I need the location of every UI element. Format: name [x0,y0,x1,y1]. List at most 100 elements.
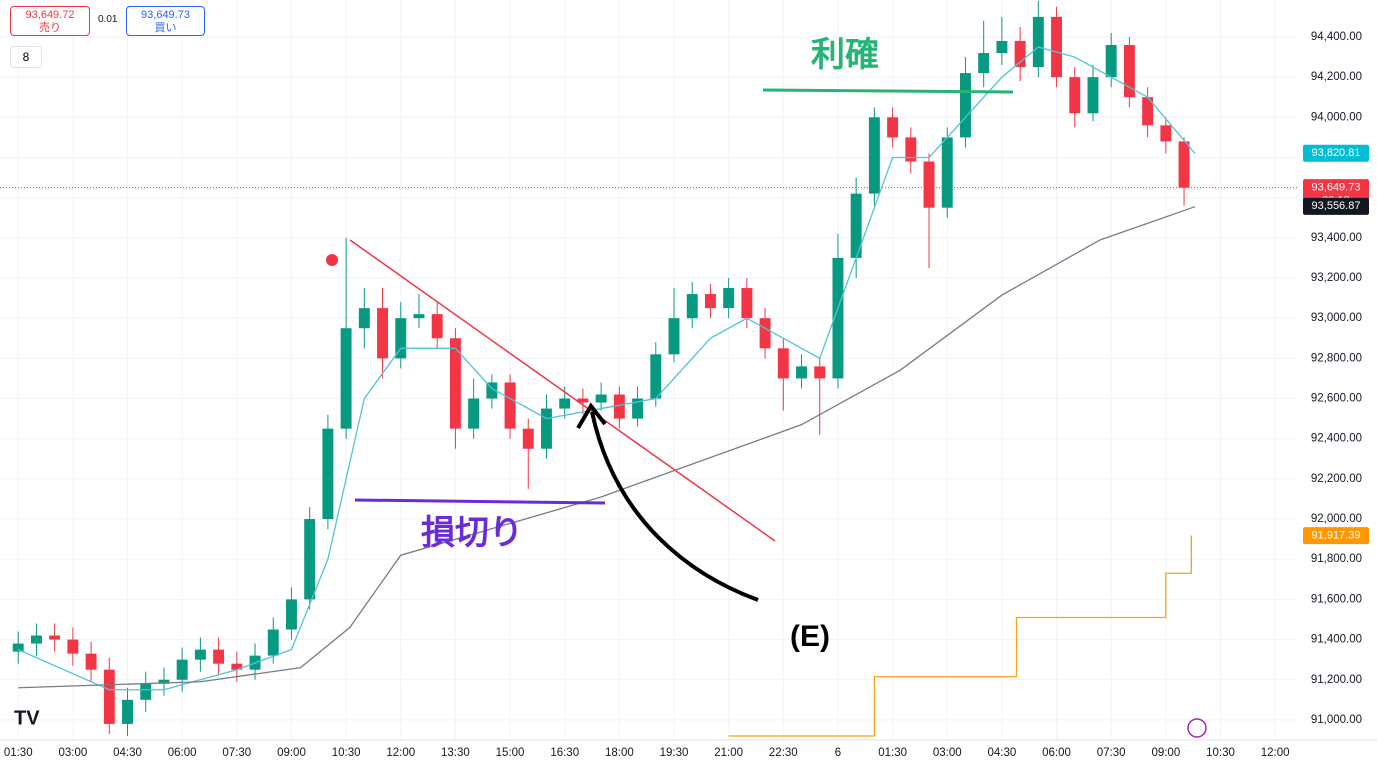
price-tag-label: 93,556.87 [1312,200,1361,212]
candle-body [213,649,225,664]
candle-body [340,328,352,429]
candle-body [122,699,133,724]
candle-body [978,53,990,74]
candle-body [49,635,61,640]
price-tag-label: 93,649.73 [1312,182,1361,194]
candle-body [1087,77,1099,114]
candle-body [686,294,698,319]
pattern-label: (E) [790,620,830,653]
candle-body [358,308,370,329]
x-tick-label: 01:30 [4,747,33,759]
quantity[interactable]: 8 [10,46,42,68]
arrow [590,411,759,602]
line-series [17,46,1196,691]
x-tick-label: 03:00 [933,747,962,759]
y-tick-label: 94,400.00 [1311,31,1362,43]
lightning-icon[interactable] [1187,718,1207,738]
candle-body [868,117,880,194]
y-tick-label: 92,600.00 [1311,393,1362,405]
x-tick-label: 10:30 [332,747,361,759]
x-tick-label: 09:00 [277,747,306,759]
candle-body [231,663,243,670]
candle-body [723,288,735,309]
candle-body [668,318,680,355]
candle-body [814,366,826,379]
y-tick-label: 91,600.00 [1311,593,1362,605]
y-tick-label: 92,400.00 [1311,433,1362,445]
x-tick-label: 07:30 [1097,747,1126,759]
y-tick-label: 92,000.00 [1311,513,1362,525]
candle-body [832,257,844,379]
candle-body [140,683,152,700]
candle-body [504,382,516,429]
candle-body [103,669,115,724]
candle-body [377,308,389,359]
price-tag-label: 93,820.81 [1312,147,1361,159]
price-tag [1303,197,1369,215]
y-tick-label: 93,400.00 [1311,232,1362,244]
x-tick-label: 12:00 [1261,747,1290,759]
candle-body [595,394,607,403]
candle-body [923,161,935,208]
candle-body [741,288,753,319]
candle-body [12,643,24,652]
candle-body [449,338,461,429]
x-tick-label: 18:00 [605,747,634,759]
x-tick-label: 15:00 [496,747,525,759]
candle-body [1123,44,1135,98]
candle-body [777,348,789,379]
candle-body [67,639,79,654]
buy-button[interactable]: 93,649.73 買い [126,6,205,36]
candle-body [322,428,334,520]
candle-body [796,366,807,379]
candle-body [431,314,443,339]
x-tick-label: 16:30 [550,747,579,759]
candle-body [577,398,589,403]
line-series [18,206,1196,689]
take-profit-line [762,88,1014,94]
candle-body [959,73,971,138]
candle-body [632,398,644,419]
y-tick-label: 92,800.00 [1311,352,1362,364]
sell-button[interactable]: 93,649.72 売り [10,6,90,36]
x-tick-label: 13:30 [441,747,470,759]
price-tag-label: 91,917.39 [1312,530,1361,542]
sell-label: 売り [39,22,61,34]
y-tick-label: 91,200.00 [1311,674,1362,686]
candle-body [176,659,188,680]
candle-body [559,398,571,409]
candle-body [1142,97,1154,126]
x-tick-label: 21:00 [714,747,743,759]
candle-body [905,137,917,162]
spread: 0.01 [98,14,118,25]
y-tick-label: 91,800.00 [1311,553,1362,565]
candle-body [304,519,316,600]
candle-body [996,40,1008,54]
candle-body [1160,125,1172,142]
candle-body [30,635,42,644]
candle-body [522,428,534,449]
y-tick-label: 91,400.00 [1311,634,1362,646]
alert-icon[interactable] [326,254,338,266]
x-tick-label: 6 [835,747,841,759]
quantity-value: 8 [22,50,30,64]
x-tick-label: 06:00 [1042,747,1071,759]
x-tick-label: 22:30 [769,747,798,759]
candle-body [650,354,662,399]
y-tick-label: 92,200.00 [1311,473,1362,485]
x-tick-label: 07:30 [222,747,251,759]
x-tick-label: 04:30 [113,747,142,759]
price-axis-bg [1298,0,1377,767]
candle-body [1051,16,1063,78]
y-tick-label: 93,200.00 [1311,272,1362,284]
candle-body [413,314,425,319]
candle-body [887,117,899,138]
x-tick-label: 09:00 [1151,747,1180,759]
buy-label: 買い [154,22,177,34]
y-tick-label: 94,200.00 [1311,71,1362,83]
candle-body [267,629,279,656]
take-profit-label: 利確 [811,36,879,74]
candle-body [759,318,771,349]
